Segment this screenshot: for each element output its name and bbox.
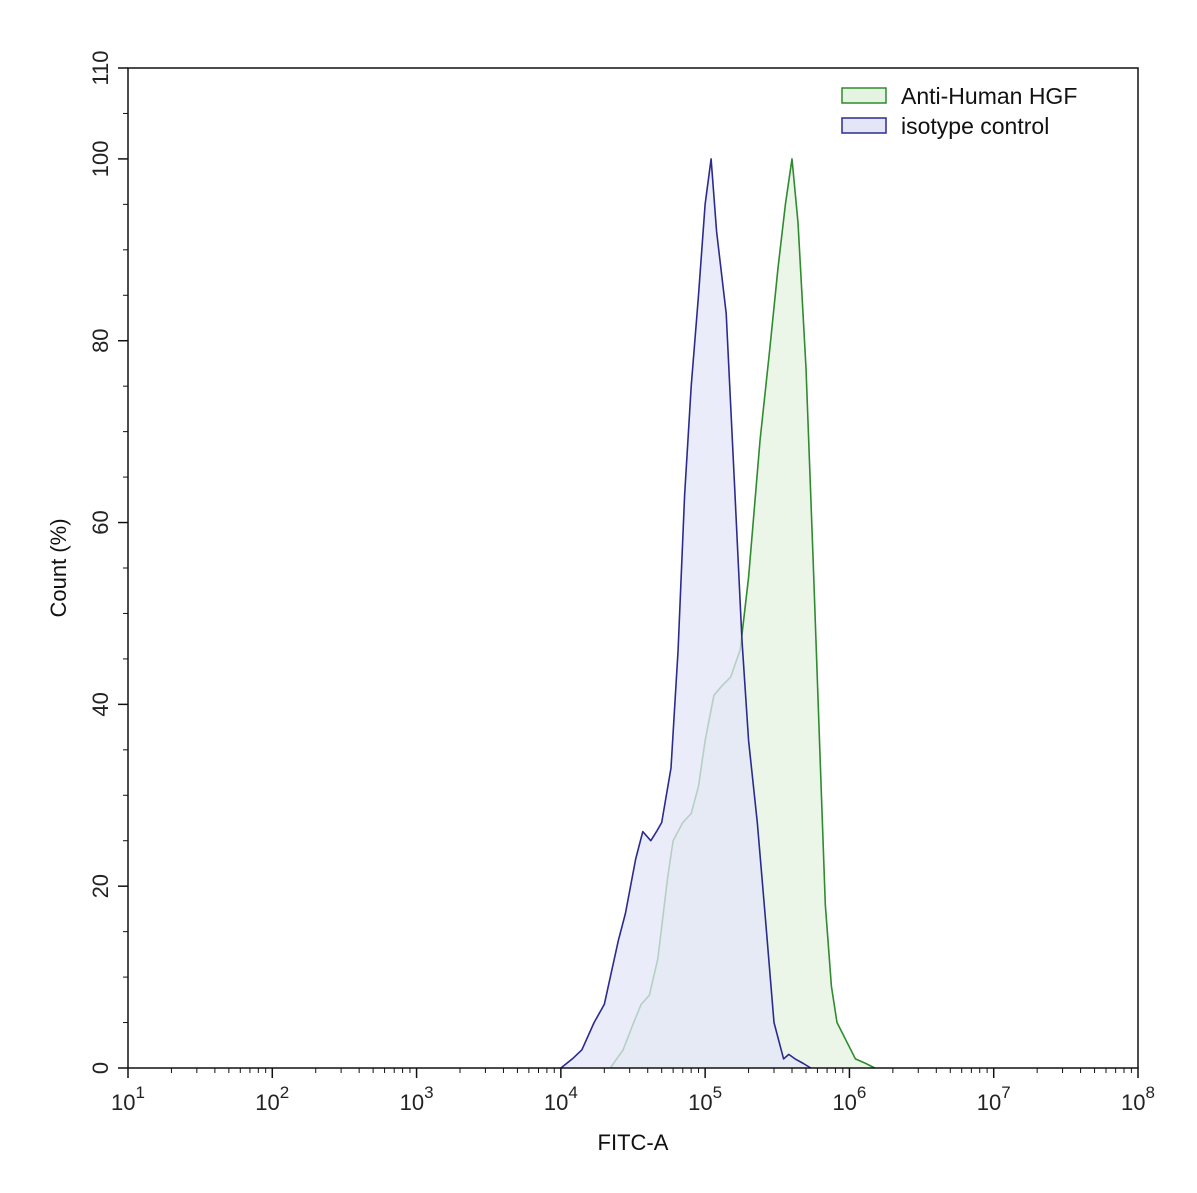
x-tick-label-3: 104 [544,1083,578,1115]
legend-label-0: Anti-Human HGF [901,83,1077,109]
x-axis: 101 102 103 104 105 106 107 108 [111,1068,1155,1115]
series-layer [560,158,876,1069]
x-tick-label-5: 106 [832,1083,866,1115]
x-tick-label-2: 103 [400,1083,434,1115]
y-tick-label-0: 0 [88,1062,113,1074]
legend: Anti-Human HGF isotype control [841,83,1077,139]
y-tick-label-4: 80 [88,328,113,352]
y-axis: 0 20 40 60 80 100 110 [88,50,128,1074]
y-tick-label-5: 100 [88,141,113,178]
y-tick-label-2: 40 [88,692,113,716]
y-axis-title: Count (%) [46,518,71,617]
x-tick-label-4: 105 [688,1083,722,1115]
series-area-1 [560,158,811,1068]
x-tick-label-0: 101 [111,1083,145,1115]
legend-swatch-0 [841,87,887,104]
y-tick-label-3: 60 [88,510,113,534]
legend-label-1: isotype control [901,113,1049,139]
y-tick-label-6: 110 [88,50,113,85]
x-tick-label-1: 102 [255,1083,289,1115]
x-tick-label-7: 108 [1121,1083,1155,1115]
series-line-1 [560,158,812,1069]
legend-swatch-1 [841,117,887,134]
x-tick-label-6: 107 [977,1083,1011,1115]
y-tick-label-1: 20 [88,874,113,898]
x-axis-title: FITC-A [598,1130,669,1155]
